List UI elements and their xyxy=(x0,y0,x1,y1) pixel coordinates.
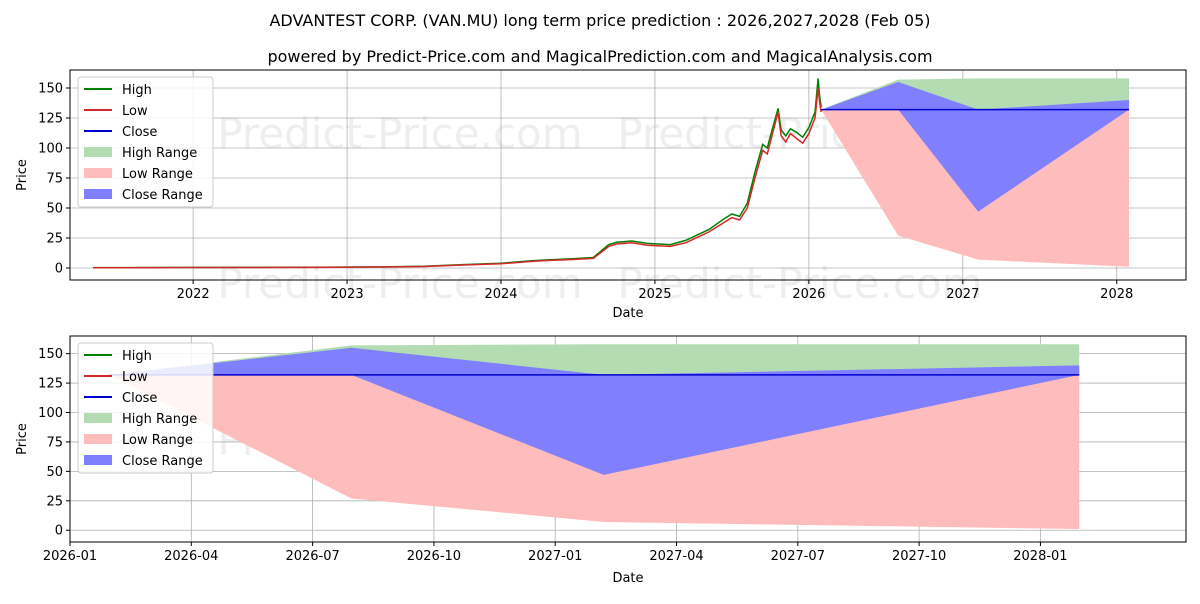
top-panel: Predict-Price.com Predict-Price.comPredic… xyxy=(15,69,1187,321)
y-tick-label: 50 xyxy=(46,465,63,480)
legend-low-range-label: Low Range xyxy=(122,167,193,182)
legend: High Low Close High Range Low Range Close Ran… xyxy=(77,76,214,208)
legend-close-label: Close xyxy=(122,391,157,406)
chart-title: ADVANTEST CORP. (VAN.MU) long term price… xyxy=(269,11,930,30)
y-tick-label: 125 xyxy=(38,377,63,392)
y-tick-label: 75 xyxy=(46,172,63,187)
y-axis-label: Price xyxy=(15,159,30,191)
x-tick-label: 2026 xyxy=(792,287,825,302)
x-tick-label: 2028 xyxy=(1100,287,1133,302)
legend-high-label: High xyxy=(122,83,152,98)
y-tick-label: 50 xyxy=(46,202,63,217)
legend-close-label: Close xyxy=(122,125,157,140)
y-tick-label: 0 xyxy=(55,262,63,277)
low-series-line xyxy=(93,87,822,269)
legend-low-range-swatch xyxy=(84,434,112,444)
x-tick-label: 2028-01 xyxy=(1013,549,1067,564)
watermark-text: Predict-Price.com xyxy=(617,259,982,308)
watermark-text: Predict-Price.com xyxy=(217,109,582,158)
axes-frame xyxy=(69,335,1187,543)
y-tick-label: 25 xyxy=(46,232,63,247)
bottom-panel: Predict-Price.comPredict-Price.com2026-0… xyxy=(15,335,1187,586)
legend-close-range-swatch xyxy=(84,189,112,199)
legend-high-range-label: High Range xyxy=(122,146,197,161)
x-tick-label: 2023 xyxy=(331,287,364,302)
y-tick-label: 25 xyxy=(46,494,63,509)
x-tick-label: 2025 xyxy=(638,287,671,302)
x-tick-label: 2024 xyxy=(484,287,517,302)
x-tick-label: 2027-01 xyxy=(528,549,582,564)
close-range-band xyxy=(821,82,1130,212)
legend-high-label: High xyxy=(122,349,152,364)
legend-close-range-swatch xyxy=(84,455,112,465)
legend-high-range-label: High Range xyxy=(122,412,197,427)
legend-low-range-label: Low Range xyxy=(122,433,193,448)
x-tick-label: 2026-07 xyxy=(285,549,339,564)
x-tick-label: 2026-04 xyxy=(164,549,218,564)
legend-close-range-label: Close Range xyxy=(122,188,203,203)
y-tick-label: 100 xyxy=(38,406,63,421)
legend-high-range-swatch xyxy=(84,147,112,157)
chart-subtitle: powered by Predict-Price.com and Magical… xyxy=(267,47,932,66)
legend-low-range-swatch xyxy=(84,168,112,178)
legend: High Low Close High Range Low Range Close Ran… xyxy=(77,342,214,474)
y-tick-label: 125 xyxy=(38,112,63,127)
axes-frame xyxy=(69,69,1187,281)
x-tick-label: 2026-10 xyxy=(407,549,461,564)
legend-high-range-swatch xyxy=(84,413,112,423)
x-tick-label: 2027 xyxy=(946,287,979,302)
y-tick-label: 150 xyxy=(38,347,63,362)
legend-low-label: Low xyxy=(122,370,148,385)
x-tick-label: 2027-07 xyxy=(771,549,825,564)
x-axis-label: Date xyxy=(612,571,643,586)
y-tick-label: 150 xyxy=(38,82,63,97)
y-tick-label: 75 xyxy=(46,435,63,450)
y-tick-label: 100 xyxy=(38,142,63,157)
x-axis-label: Date xyxy=(612,306,643,321)
y-axis-label: Price xyxy=(15,423,30,455)
x-tick-label: 2027-10 xyxy=(892,549,946,564)
legend-low-label: Low xyxy=(122,104,148,119)
legend-close-range-label: Close Range xyxy=(122,454,203,469)
x-tick-label: 2022 xyxy=(177,287,210,302)
close-range-band xyxy=(108,347,1080,475)
x-tick-label: 2026-01 xyxy=(43,549,97,564)
y-tick-label: 0 xyxy=(55,524,63,539)
x-tick-label: 2027-04 xyxy=(649,549,703,564)
